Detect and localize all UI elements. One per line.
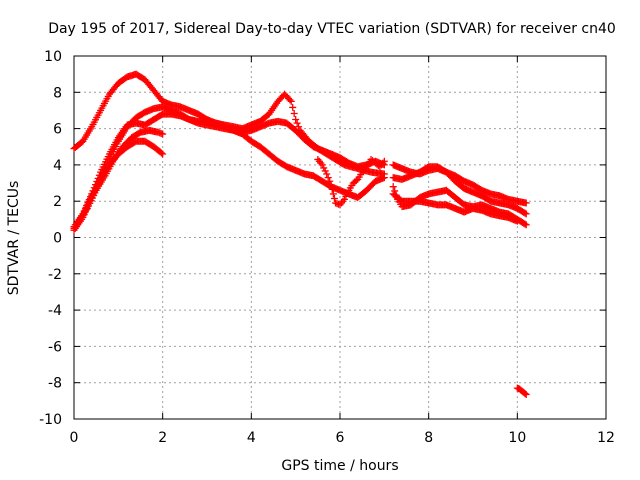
y-tick-label: 4 bbox=[53, 158, 62, 174]
data-point-marker bbox=[380, 174, 388, 182]
data-point-marker bbox=[389, 183, 397, 191]
x-tick-label: 2 bbox=[158, 430, 167, 446]
plot-frame bbox=[73, 55, 607, 420]
x-axis-label: GPS time / hours bbox=[281, 458, 398, 474]
data-point-marker bbox=[326, 177, 334, 185]
series-track-11 bbox=[513, 384, 530, 398]
y-tick-label: -8 bbox=[48, 376, 62, 392]
y-tick-label: 8 bbox=[53, 85, 62, 101]
x-tick-label: 4 bbox=[247, 430, 256, 446]
data-point-marker bbox=[522, 199, 530, 207]
data-point-marker bbox=[324, 174, 332, 182]
y-tick-label: 10 bbox=[44, 49, 62, 65]
x-tick-label: 10 bbox=[508, 430, 526, 446]
data-point-marker bbox=[293, 119, 301, 127]
data-point-marker bbox=[323, 170, 331, 178]
data-point-marker bbox=[342, 192, 350, 200]
x-tick-label: 12 bbox=[597, 430, 615, 446]
chart-title: Day 195 of 2017, Sidereal Day-to-day VTE… bbox=[48, 21, 616, 37]
data-point-marker bbox=[522, 221, 530, 229]
data-point-marker bbox=[340, 195, 348, 203]
x-tick-label: 0 bbox=[70, 430, 79, 446]
x-tick-label: 8 bbox=[424, 430, 433, 446]
axis-ticks bbox=[73, 55, 607, 420]
data-point-marker bbox=[329, 190, 337, 198]
x-tick-label: 6 bbox=[336, 430, 345, 446]
data-point-marker bbox=[159, 150, 167, 158]
data-point-marker bbox=[290, 109, 298, 117]
data-point-marker bbox=[157, 149, 165, 157]
data-point-marker bbox=[286, 96, 294, 104]
data-point-marker bbox=[328, 185, 336, 193]
data-point-marker bbox=[159, 130, 167, 138]
data-point-marker bbox=[522, 390, 530, 398]
y-tick-label: 2 bbox=[53, 194, 62, 210]
y-tick-label: 0 bbox=[53, 231, 62, 247]
tick-labels: 0 2 4 6 8 10 12 -10 -8 -6 -4 -2 0 2 4 6 8 10 bbox=[39, 49, 615, 446]
data-point-marker bbox=[287, 97, 295, 105]
data-point-marker bbox=[522, 210, 530, 218]
data-point-marker bbox=[327, 181, 335, 189]
series-track-8 bbox=[389, 163, 530, 218]
y-axis-label: SDTVAR / TECUs bbox=[6, 181, 22, 296]
data-point-marker bbox=[513, 217, 521, 225]
series-group bbox=[70, 70, 530, 398]
y-tick-label: -2 bbox=[48, 267, 62, 283]
y-tick-label: -10 bbox=[39, 412, 62, 428]
data-point-marker bbox=[318, 161, 326, 169]
data-point-marker bbox=[289, 103, 297, 111]
data-point-marker bbox=[352, 177, 360, 185]
data-point-marker bbox=[292, 116, 300, 124]
data-point-marker bbox=[380, 157, 388, 165]
data-point-marker bbox=[330, 194, 338, 202]
y-tick-label: -6 bbox=[48, 339, 62, 355]
data-point-marker bbox=[521, 209, 529, 217]
data-point-marker bbox=[343, 189, 351, 197]
data-point-marker bbox=[521, 220, 529, 228]
data-point-marker bbox=[295, 123, 303, 131]
series-track-6 bbox=[314, 155, 388, 209]
series-track-5 bbox=[74, 126, 167, 225]
data-point-marker bbox=[320, 164, 328, 172]
y-tick-label: 6 bbox=[53, 122, 62, 138]
data-point-marker bbox=[321, 167, 329, 175]
data-point-marker bbox=[521, 390, 529, 398]
y-tick-label: -4 bbox=[48, 303, 62, 319]
series-track-10 bbox=[389, 190, 521, 225]
